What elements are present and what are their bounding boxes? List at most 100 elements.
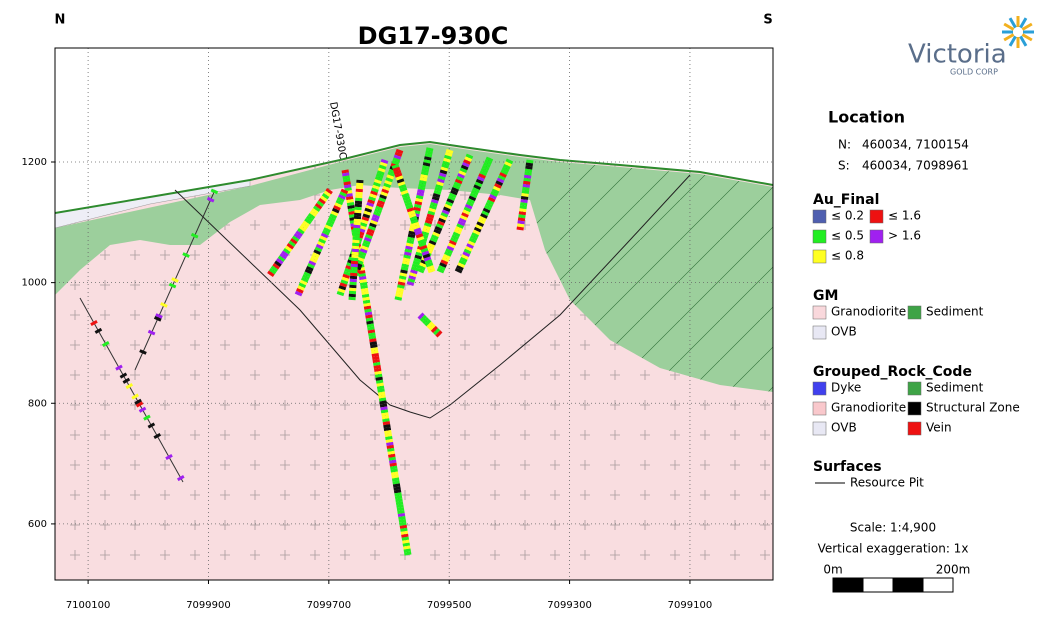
assay-interval <box>423 178 424 181</box>
assay-interval <box>424 319 426 321</box>
assay-interval <box>409 246 410 249</box>
assay-interval <box>451 244 452 247</box>
assay-interval <box>472 239 473 242</box>
assay-interval <box>398 153 399 156</box>
assay-interval <box>467 250 468 253</box>
assay-interval <box>142 351 143 354</box>
assay-interval <box>318 248 319 251</box>
legend-label: Resource Pit <box>850 476 924 490</box>
assay-interval <box>310 265 311 268</box>
assay-interval <box>374 192 375 195</box>
assay-interval <box>451 197 452 200</box>
assay-interval <box>412 214 413 217</box>
assay-interval <box>158 315 159 318</box>
legend-label: Granodiorite <box>831 401 906 415</box>
assay-interval <box>426 229 427 232</box>
x-tick-label: 7099700 <box>307 600 352 611</box>
legend-title: Surfaces <box>813 459 882 475</box>
assay-interval <box>444 168 445 171</box>
assay-interval <box>422 184 423 187</box>
assay-interval <box>368 209 369 212</box>
assay-interval <box>333 215 334 218</box>
assay-interval <box>469 202 470 205</box>
assay-interval <box>469 245 470 248</box>
assay-interval <box>307 273 308 276</box>
legend-title: Grouped_Rock_Code <box>813 364 972 380</box>
assay-interval <box>426 166 427 169</box>
assay-interval <box>134 395 135 398</box>
assay-interval <box>275 265 277 268</box>
assay-interval <box>98 330 99 333</box>
assay-interval <box>372 197 373 200</box>
assay-interval <box>424 175 425 178</box>
legend-swatch <box>908 382 921 395</box>
assay-interval <box>303 281 304 284</box>
assay-interval <box>440 222 441 225</box>
assay-interval <box>298 233 300 236</box>
assay-interval <box>445 165 446 168</box>
assay-interval <box>429 324 431 326</box>
assay-interval <box>364 220 365 223</box>
assay-interval <box>363 249 364 252</box>
legend-swatch <box>813 422 826 435</box>
assay-interval <box>419 199 420 202</box>
assay-interval <box>372 224 373 227</box>
assay-interval <box>411 279 412 282</box>
assay-interval <box>482 217 483 220</box>
assay-interval <box>378 177 379 180</box>
logo-icon <box>1002 16 1034 48</box>
assay-interval <box>440 269 441 272</box>
assay-interval <box>439 185 440 188</box>
legend-swatch <box>870 230 883 243</box>
assay-interval <box>282 255 284 258</box>
assay-interval <box>180 477 181 480</box>
assay-interval <box>501 176 502 179</box>
assay-interval <box>412 231 413 234</box>
assay-interval <box>360 232 361 235</box>
assay-interval <box>406 197 407 200</box>
assay-interval <box>320 243 321 246</box>
assay-interval <box>302 228 304 231</box>
assay-interval <box>331 218 332 221</box>
location-key: N: <box>838 138 851 152</box>
assay-interval <box>314 210 316 213</box>
assay-interval <box>477 186 478 189</box>
assay-interval <box>279 260 281 263</box>
legend-swatch <box>908 306 921 319</box>
assay-interval <box>341 196 342 199</box>
assay-interval <box>311 215 313 218</box>
assay-interval <box>151 424 152 427</box>
assay-interval <box>395 165 396 168</box>
assay-interval <box>350 263 351 266</box>
assay-interval <box>319 203 321 206</box>
assay-interval <box>93 322 94 325</box>
assay-interval <box>399 291 400 294</box>
assay-interval <box>425 232 426 235</box>
assay-interval <box>444 214 445 217</box>
assay-interval <box>399 294 400 297</box>
assay-interval <box>500 179 501 182</box>
assay-interval <box>499 182 500 185</box>
assay-interval <box>433 239 434 242</box>
assay-interval <box>485 166 486 169</box>
legend-label: ≤ 0.8 <box>831 249 864 263</box>
assay-interval <box>447 253 448 256</box>
assay-interval <box>478 183 479 186</box>
assay-interval <box>495 190 496 193</box>
assay-interval <box>443 171 444 174</box>
assay-interval <box>427 223 428 226</box>
assay-interval <box>274 268 276 271</box>
assay-interval <box>420 193 421 196</box>
assay-interval <box>437 191 438 194</box>
assay-interval <box>304 225 306 228</box>
assay-interval <box>452 241 453 244</box>
assay-interval <box>469 155 470 158</box>
assay-interval <box>412 228 413 231</box>
assay-interval <box>358 264 359 267</box>
assay-interval <box>395 161 396 164</box>
scale-bar <box>833 578 953 592</box>
assay-interval <box>460 175 461 178</box>
assay-interval <box>398 174 399 177</box>
assay-interval <box>362 252 363 255</box>
assay-interval <box>370 203 371 206</box>
